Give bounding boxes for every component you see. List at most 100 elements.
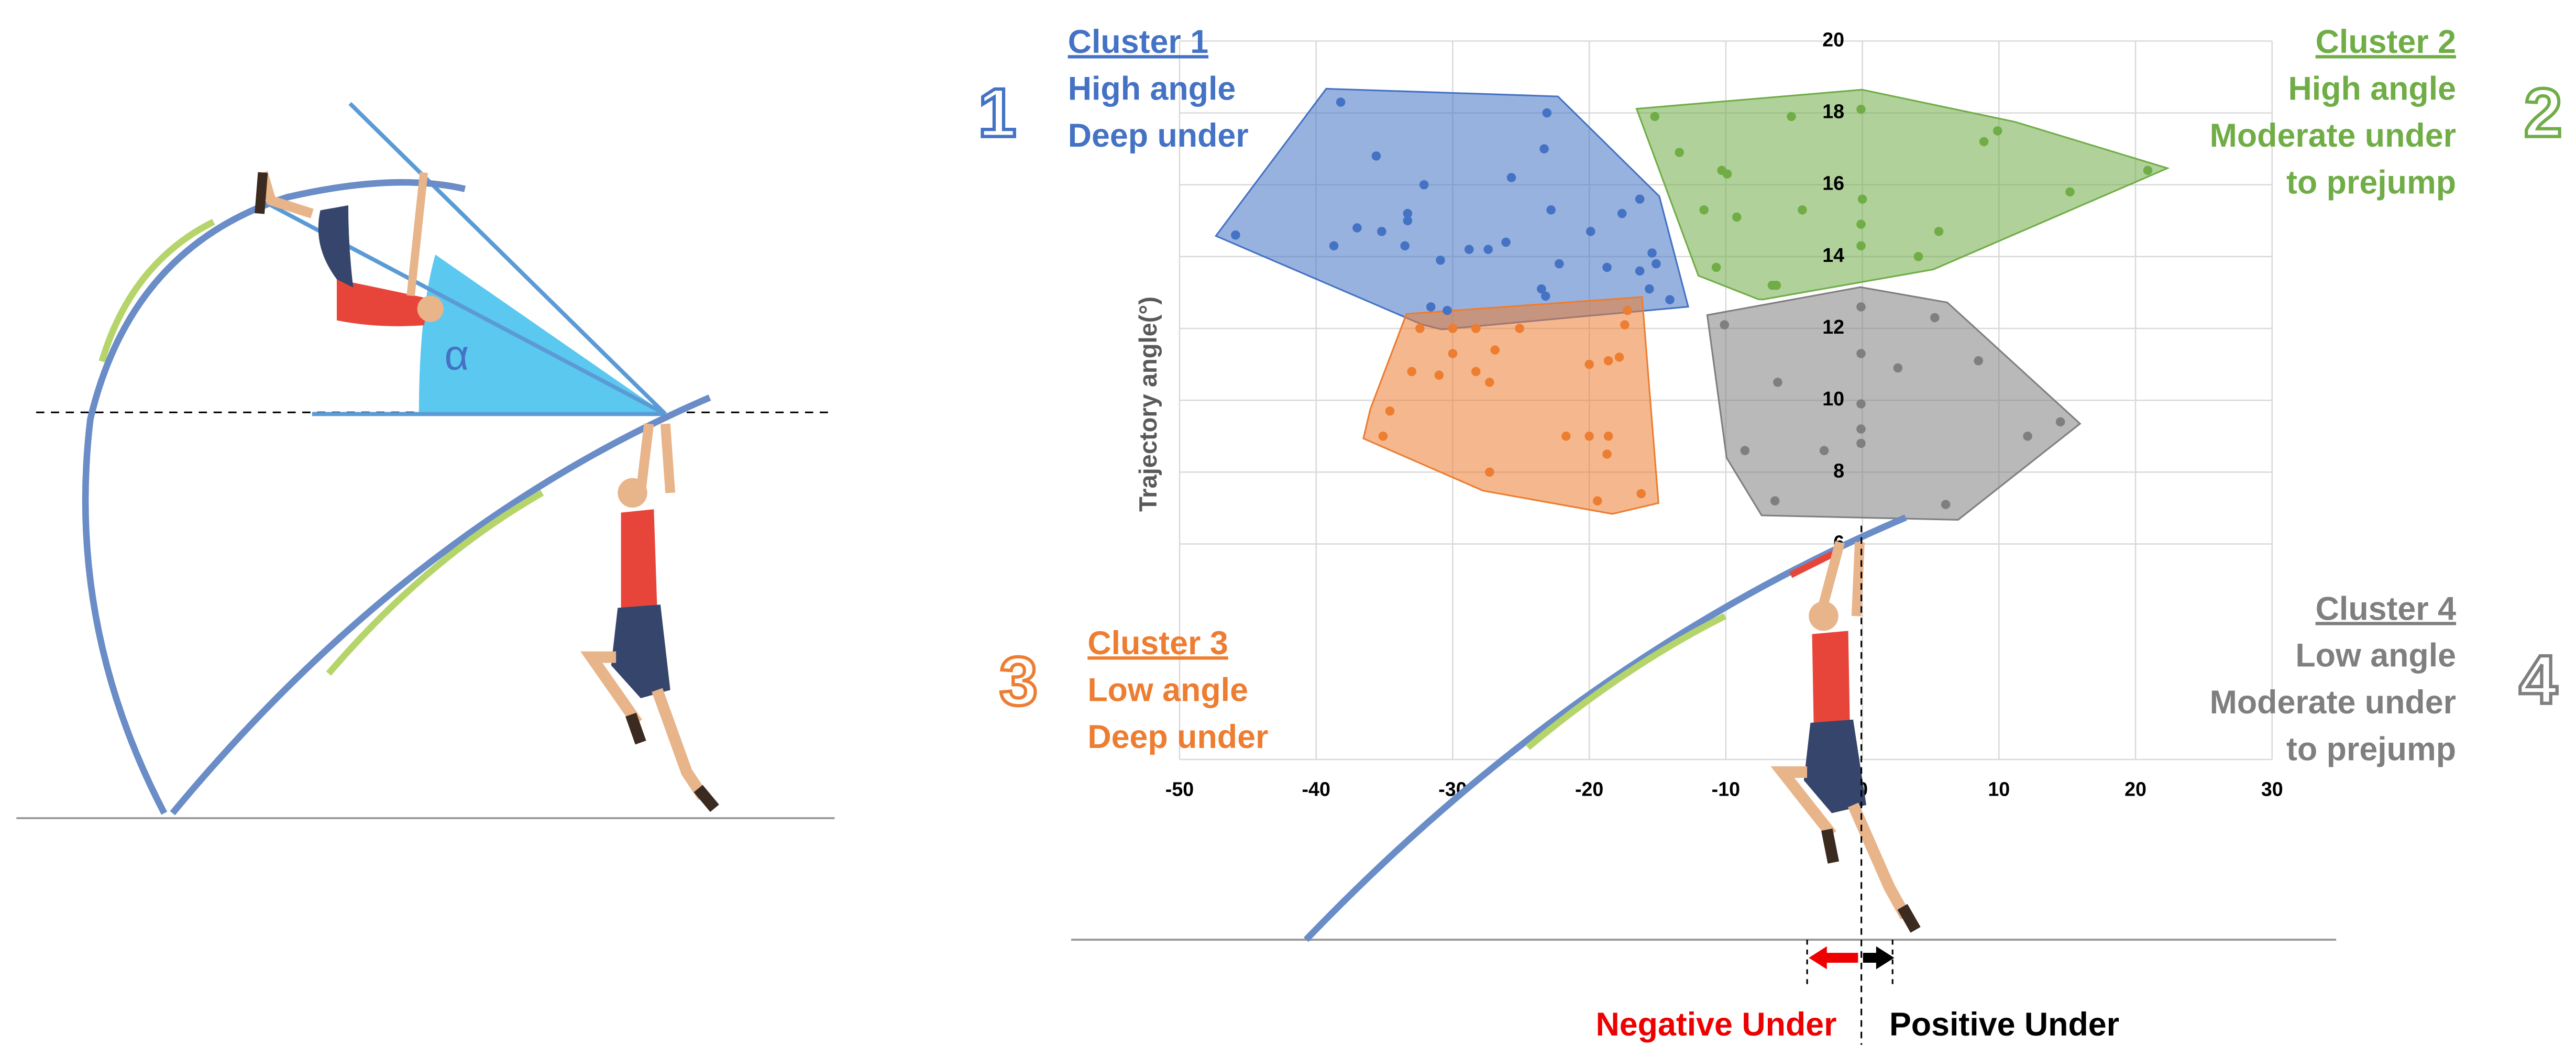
data-point: [2143, 166, 2153, 175]
data-point: [1426, 302, 1436, 312]
data-point: [1771, 280, 1781, 290]
data-point: [1722, 169, 1732, 179]
data-point: [1675, 148, 1685, 157]
cluster-hull: [1706, 286, 2082, 521]
data-point: [1636, 489, 1646, 499]
cluster-name: Cluster 3: [1087, 625, 1228, 662]
data-point: [1515, 324, 1524, 333]
data-point: [1930, 313, 1940, 323]
cluster-number: 3: [999, 643, 1038, 720]
data-point: [1856, 399, 1866, 409]
data-point: [1992, 126, 2002, 136]
y-tick-label: 10: [1822, 388, 1844, 410]
cluster-description: Moderate under: [2210, 684, 2456, 721]
cluster-name: Cluster 1: [1068, 24, 1208, 60]
data-point: [1773, 378, 1782, 387]
athlete-hanging: [580, 423, 719, 812]
data-point: [1665, 295, 1675, 304]
cluster-hull: [1635, 89, 2170, 301]
y-tick-label: 12: [1822, 316, 1844, 338]
angle-ray: [348, 102, 667, 416]
data-point: [1542, 108, 1552, 118]
data-point: [1483, 245, 1493, 254]
data-point: [1485, 467, 1494, 477]
data-point: [1561, 432, 1571, 441]
cluster-description: Low angle: [2295, 637, 2456, 674]
data-point: [2065, 187, 2075, 197]
data-point: [1623, 305, 1632, 315]
cluster-hull: [1362, 296, 1659, 515]
bent-pole: [82, 179, 466, 815]
data-point: [1403, 216, 1413, 226]
y-tick-label: 8: [1833, 459, 1844, 481]
ticks: -50-40-30-20-10010203068101214161820: [1165, 28, 2283, 800]
data-point: [1448, 324, 1458, 333]
y-tick-label: 16: [1822, 172, 1844, 194]
left-illustration: [16, 102, 835, 819]
y-tick-label: 18: [1822, 101, 1844, 123]
x-tick-label: -20: [1575, 778, 1603, 800]
data-point: [1602, 449, 1612, 459]
data-point: [1471, 324, 1481, 333]
angle-wedge: [419, 255, 666, 414]
data-point: [1540, 291, 1550, 301]
y-tick-label: 14: [1822, 244, 1844, 266]
data-point: [1377, 227, 1386, 236]
data-point: [1652, 259, 1661, 269]
cluster-description: to prejump: [2286, 164, 2456, 201]
data-point: [1403, 208, 1413, 218]
data-point: [1617, 208, 1627, 218]
data-point: [1464, 245, 1474, 254]
points: [1231, 97, 2153, 509]
y-tick-label: 20: [1822, 28, 1844, 50]
data-point: [1856, 302, 1866, 312]
y-axis-label: Trajectory angle(°): [1134, 296, 1162, 512]
data-point: [1443, 305, 1452, 315]
data-point: [1856, 104, 1866, 114]
cluster-name: Cluster 4: [2316, 590, 2457, 627]
cluster-description: High angle: [2288, 71, 2456, 107]
data-point: [1856, 349, 1866, 358]
cluster-description: Deep under: [1087, 719, 1268, 755]
data-point: [1635, 266, 1645, 276]
data-point: [1603, 356, 1613, 366]
data-point: [1419, 180, 1429, 190]
data-point: [1537, 284, 1546, 294]
cluster-number: 4: [2519, 641, 2557, 718]
data-point: [1501, 237, 1511, 247]
data-point: [1798, 205, 1807, 215]
data-point: [1490, 345, 1500, 355]
x-tick-label: 30: [2261, 778, 2283, 800]
data-point: [1699, 205, 1709, 215]
data-point: [1593, 496, 1602, 506]
data-point: [1506, 173, 1516, 182]
pole-stripe: [326, 490, 544, 676]
data-point: [1584, 432, 1594, 441]
data-point: [1485, 378, 1494, 387]
data-point: [1434, 370, 1444, 380]
data-point: [1711, 262, 1721, 272]
x-tick-label: -10: [1712, 778, 1740, 800]
negative-arrow: [1809, 946, 1858, 970]
data-point: [1378, 432, 1388, 441]
data-point: [1934, 227, 1944, 236]
data-point: [1856, 219, 1866, 229]
data-point: [1415, 324, 1425, 333]
data-point: [1385, 406, 1395, 416]
data-point: [1546, 205, 1556, 215]
cluster-description: High angle: [1068, 71, 1236, 107]
data-point: [1893, 363, 1903, 373]
data-point: [1974, 356, 1983, 366]
data-point: [1436, 255, 1445, 265]
data-point: [1856, 424, 1866, 434]
data-point: [1620, 320, 1630, 329]
data-point: [1787, 112, 1796, 122]
data-point: [1407, 367, 1416, 377]
data-point: [1448, 349, 1458, 358]
data-point: [2023, 432, 2032, 441]
x-tick-label: 10: [1988, 778, 2010, 800]
x-tick-label: 20: [2124, 778, 2146, 800]
labels: α Negative Under Positive Under Trajecto…: [444, 24, 2564, 1043]
data-point: [1720, 320, 1730, 329]
cluster-description: Low angle: [1087, 672, 1248, 709]
